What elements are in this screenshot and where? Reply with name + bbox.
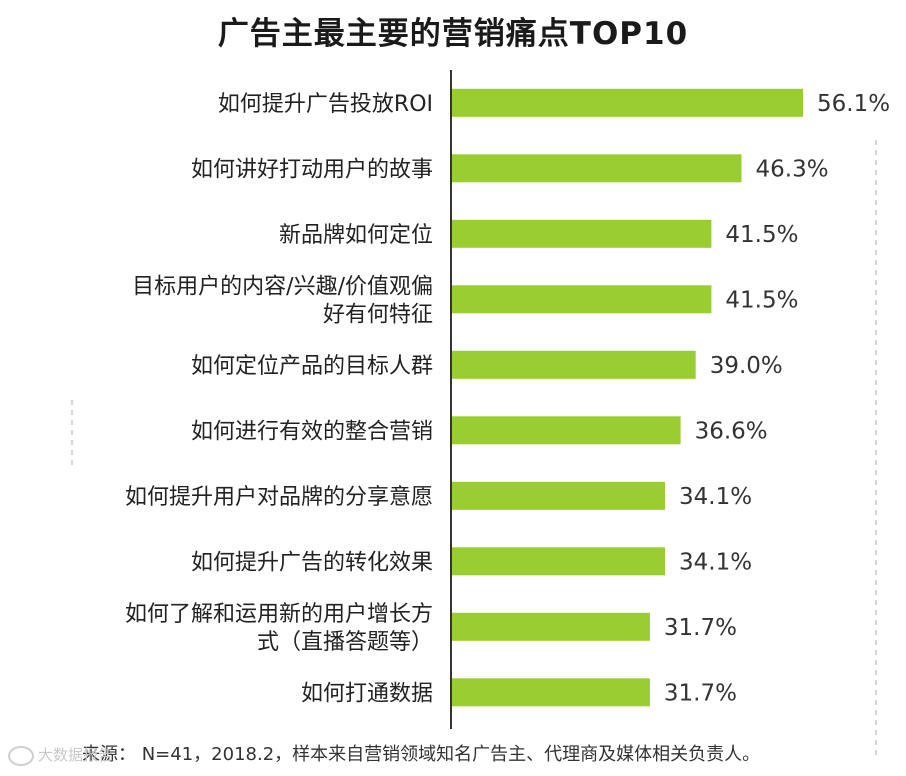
value-labels: 56.1% 46.3% 41.5% 41.5% 39.0% 36.6% 34.1% 34.1%… (664, 91, 890, 706)
category-label-4-line-1: 目标用户的内容/兴趣/价值观偏 (132, 274, 433, 299)
bar-1 (451, 88, 803, 117)
category-label-10: 如何打通数据 (301, 681, 433, 706)
value-label-8: 34.1% (679, 549, 752, 575)
bar-4 (451, 285, 712, 314)
bar-10 (451, 678, 650, 707)
bar-8 (451, 547, 665, 576)
category-label-8: 如何提升广告的转化效果 (191, 550, 433, 575)
value-label-6: 36.6% (695, 418, 768, 444)
category-label-2: 如何讲好打动用户的故事 (191, 157, 433, 182)
dashed-guides (71, 140, 877, 760)
source-note: 来源： N=41，2018.2，样本来自营销领域知名广告主、代理商及媒体相关负责… (82, 744, 761, 765)
bar-9 (451, 612, 650, 641)
category-label-9-line-2: 式（直播答题等） (257, 630, 433, 655)
bar-2 (451, 154, 742, 183)
watermark-text: 大数据报告 (38, 746, 114, 764)
value-label-9: 31.7% (664, 615, 737, 641)
category-label-7: 如何提升用户对品牌的分享意愿 (125, 485, 433, 510)
category-label-1: 如何提升广告投放ROI (218, 92, 433, 117)
category-label-3: 新品牌如何定位 (279, 223, 433, 248)
category-label-6: 如何进行有效的整合营销 (191, 419, 433, 444)
value-label-7: 34.1% (679, 484, 752, 510)
category-label-9-line-1: 如何了解和运用新的用户增长方 (125, 602, 433, 627)
category-label-4-line-2: 好有何特征 (323, 302, 433, 327)
category-labels: 如何提升广告投放ROI 如何讲好打动用户的故事新品牌如何定位目标用户的内容/兴趣/… (125, 92, 433, 706)
watermark-logo-icon (8, 745, 34, 766)
bars (451, 88, 803, 707)
bar-3 (451, 219, 712, 248)
category-label-5: 如何定位产品的目标人群 (191, 354, 433, 379)
value-label-4: 41.5% (725, 287, 798, 313)
value-label-2: 46.3% (756, 156, 829, 182)
value-label-5: 39.0% (710, 353, 783, 379)
bar-7 (451, 481, 665, 510)
value-label-1: 56.1% (817, 91, 890, 117)
chart-title: 广告主最主要的营销痛点TOP10 (217, 16, 689, 52)
watermark: 大数据报告 (8, 744, 113, 766)
value-label-3: 41.5% (725, 222, 798, 248)
value-label-10: 31.7% (664, 680, 737, 706)
bar-5 (451, 350, 696, 379)
bar-6 (451, 416, 681, 445)
